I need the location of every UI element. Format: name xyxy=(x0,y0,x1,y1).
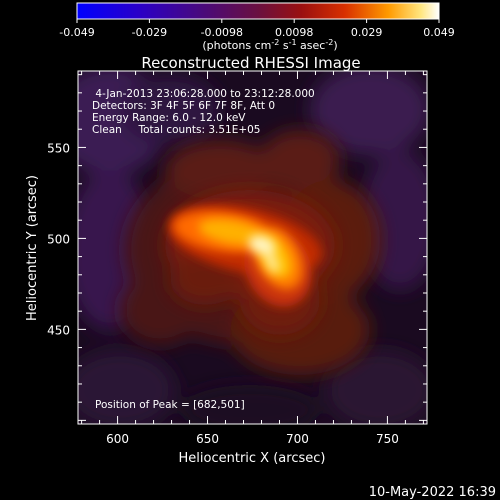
colorbar-tick-labels: -0.049 -0.029 -0.0098 0.0098 0.029 0.049 xyxy=(59,26,454,39)
x-tick-labels: 600 650 700 750 xyxy=(106,432,399,446)
x-tick-label: 700 xyxy=(286,432,309,446)
info-line-detectors: Detectors: 3F 4F 5F 6F 7F 8F, Att 0 xyxy=(92,100,275,112)
heatmap-image xyxy=(78,71,427,424)
colorbar-ticks xyxy=(76,19,440,23)
info-line-time: 4-Jan-2013 23:06:28.000 to 23:12:28.000 xyxy=(92,88,315,100)
colorbar-tick-label: 0.0098 xyxy=(275,26,314,39)
colorbar-tick-label: -0.049 xyxy=(59,26,94,39)
x-tick-label: 650 xyxy=(196,432,219,446)
y-tick-labels: 450 500 550 xyxy=(47,141,70,337)
y-tick-label: 500 xyxy=(47,232,70,246)
date-stamp: 10-May-2022 16:39 xyxy=(369,485,496,500)
axis-ticks xyxy=(78,71,427,424)
colorbar-units: (photons cm-2 s-1 asec-2) xyxy=(202,38,337,52)
x-tick-label: 750 xyxy=(376,432,399,446)
colorbar-tick-label: -0.0098 xyxy=(201,26,243,39)
y-tick-label: 550 xyxy=(47,141,70,155)
colorbar-tick-label: -0.029 xyxy=(132,26,167,39)
colorbar-tick-label: 0.049 xyxy=(423,26,455,39)
info-line-energy: Energy Range: 6.0 - 12.0 keV xyxy=(92,112,246,124)
plot-title: Reconstructed RHESSI Image xyxy=(141,54,360,72)
info-block: 4-Jan-2013 23:06:28.000 to 23:12:28.000 … xyxy=(92,88,315,136)
info-line-counts: Clean Total counts: 3.51E+05 xyxy=(92,124,261,136)
y-axis-label: Heliocentric Y (arcsec) xyxy=(25,175,40,321)
colorbar-tick-label: 0.029 xyxy=(351,26,383,39)
x-tick-label: 600 xyxy=(106,432,129,446)
peak-position-label: Position of Peak = [682,501] xyxy=(95,399,245,411)
x-axis-label: Heliocentric X (arcsec) xyxy=(179,451,326,466)
y-tick-label: 450 xyxy=(47,323,70,337)
colorbar: -0.049 -0.029 -0.0098 0.0098 0.029 0.049 (pho… xyxy=(59,2,455,52)
plot-frame xyxy=(77,70,428,425)
colorbar-gradient xyxy=(76,2,440,20)
